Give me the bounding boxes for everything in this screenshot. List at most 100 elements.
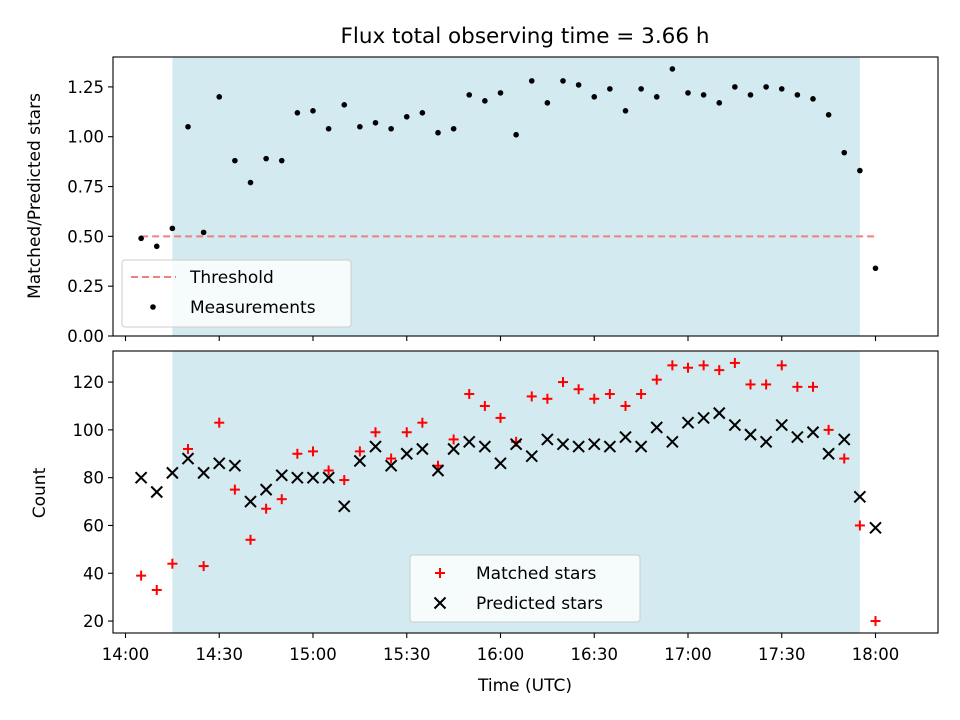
predicted-star-point bbox=[541, 433, 554, 446]
legend-predicted-marker bbox=[433, 596, 447, 610]
top-y-axis-label: Matched/Predicted stars bbox=[25, 93, 45, 299]
x-tick-label: 15:00 bbox=[289, 645, 337, 664]
legend-matched-swatch bbox=[435, 568, 445, 578]
measurement-point bbox=[435, 129, 441, 136]
matched-star-point bbox=[839, 453, 850, 464]
measurement-point bbox=[372, 119, 379, 126]
matched-star-point bbox=[354, 446, 365, 457]
measurement-point bbox=[310, 108, 316, 114]
predicted-star-point bbox=[572, 440, 585, 453]
matched-star-point bbox=[870, 616, 881, 627]
measurement-point bbox=[169, 225, 176, 232]
predicted-star-point bbox=[134, 471, 148, 484]
measurement-point bbox=[669, 66, 676, 72]
matched-star-point bbox=[276, 494, 287, 505]
predicted-star-point bbox=[509, 437, 523, 451]
x-tick-label: 18:00 bbox=[852, 645, 900, 664]
predicted-star-point bbox=[791, 430, 804, 444]
predicted-star-point bbox=[166, 466, 179, 480]
measurement-point bbox=[419, 110, 426, 116]
y-tick-label: 0.75 bbox=[67, 178, 104, 197]
predicted-star-point bbox=[181, 452, 195, 465]
predicted-star-point bbox=[619, 430, 632, 444]
measurement-point bbox=[794, 92, 801, 98]
measurement-point bbox=[185, 123, 191, 130]
measurement-point bbox=[544, 100, 551, 106]
y-tick-label: 1.00 bbox=[67, 128, 104, 147]
predicted-star-point bbox=[666, 435, 679, 449]
predicted-star-point bbox=[447, 442, 460, 456]
predicted-star-point bbox=[556, 437, 570, 451]
measurement-point bbox=[560, 78, 566, 84]
matched-star-point bbox=[714, 365, 725, 376]
predicted-star-point bbox=[338, 500, 351, 513]
legend-matched-label: Matched stars bbox=[476, 564, 596, 584]
matched-star-point bbox=[136, 570, 147, 581]
measurement-point bbox=[685, 90, 691, 96]
predicted-star-point bbox=[525, 449, 538, 463]
matched-star-point bbox=[417, 417, 428, 428]
measurement-point bbox=[716, 100, 723, 106]
measurement-point bbox=[200, 229, 207, 236]
matched-star-point bbox=[729, 357, 740, 368]
predicted-star-point bbox=[494, 457, 507, 470]
predicted-star-point bbox=[744, 428, 757, 441]
x-tick-label: 17:30 bbox=[758, 645, 806, 664]
matched-star-point bbox=[698, 360, 709, 371]
y-tick-label: 0.00 bbox=[67, 327, 104, 346]
x-tick-label: 16:30 bbox=[570, 645, 618, 664]
bottom-y-axis-label: Count bbox=[30, 467, 50, 518]
matched-star-point bbox=[229, 484, 240, 495]
x-tick-label: 17:00 bbox=[664, 645, 712, 664]
measurement-point bbox=[263, 155, 269, 162]
bottom-plot-frame bbox=[112, 350, 939, 634]
predicted-star-point bbox=[416, 442, 429, 456]
matched-star-point bbox=[854, 520, 865, 531]
measurement-point bbox=[232, 157, 238, 164]
measurement-point bbox=[357, 123, 363, 130]
predicted-star-point bbox=[775, 418, 788, 432]
y-tick-label: 80 bbox=[83, 469, 104, 488]
predicted-star-point bbox=[806, 426, 820, 439]
measurement-point bbox=[575, 82, 582, 88]
predicted-star-point bbox=[275, 469, 288, 482]
matched-star-point bbox=[214, 417, 225, 428]
measurement-point bbox=[763, 84, 769, 90]
top-legend: Threshold Measurements bbox=[121, 259, 352, 328]
measurement-point bbox=[872, 265, 879, 272]
predicted-star-point bbox=[369, 440, 382, 453]
matched-star-point bbox=[433, 460, 443, 471]
matched-star-point bbox=[683, 362, 693, 373]
chart-title: Flux total observing time = 3.66 h bbox=[341, 24, 710, 49]
predicted-star-point bbox=[400, 447, 413, 460]
matched-star-point bbox=[823, 424, 834, 435]
x-axis-label: Time (UTC) bbox=[477, 676, 572, 696]
bottom-panel: 20 40 60 80 100 120 14:00 14:30 15:00 15:30 16:00… bbox=[30, 350, 939, 696]
predicted-star-point bbox=[228, 459, 242, 472]
predicted-star-point bbox=[306, 471, 320, 484]
matched-star-point bbox=[573, 384, 584, 395]
matched-star-point bbox=[495, 412, 506, 423]
predicted-star-point bbox=[838, 433, 851, 446]
measurement-point bbox=[778, 86, 785, 92]
x-tick-label: 14:30 bbox=[195, 645, 243, 664]
measurement-point bbox=[325, 125, 332, 132]
measurement-point bbox=[450, 125, 457, 132]
measurement-point bbox=[857, 167, 863, 174]
predicted-star-point bbox=[588, 437, 601, 451]
y-tick-label: 20 bbox=[83, 612, 104, 631]
measurement-point bbox=[700, 92, 707, 98]
legend-predicted-label: Predicted stars bbox=[476, 594, 603, 614]
matched-star-point bbox=[604, 389, 615, 400]
measurement-point bbox=[747, 92, 754, 98]
predicted-star-point bbox=[822, 447, 835, 460]
matched-star-point bbox=[745, 379, 756, 390]
predicted-star-point bbox=[150, 485, 163, 499]
x-tick-label: 14:00 bbox=[102, 645, 150, 664]
measurement-point bbox=[591, 94, 598, 100]
y-tick-label: 1.25 bbox=[67, 78, 104, 97]
matched-star-point bbox=[370, 427, 381, 438]
legend-matched-marker bbox=[435, 568, 445, 578]
matched-star-point bbox=[479, 400, 490, 411]
predicted-star-point bbox=[853, 490, 867, 503]
